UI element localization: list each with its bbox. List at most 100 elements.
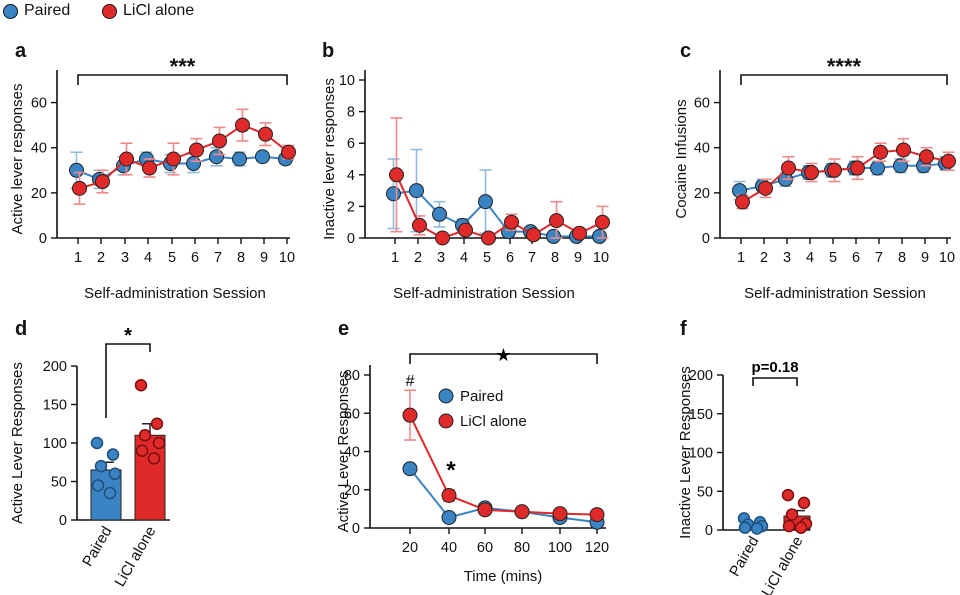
data-point-licl <box>781 160 796 176</box>
data-point-paired <box>546 228 561 244</box>
panel-label: c <box>680 40 691 62</box>
annotation-star: * <box>446 457 456 484</box>
panel-a: a 0 20 40 60 1 2 3 4 5 6 7 8 9 10 Active lever response… <box>9 40 296 302</box>
legend-swatch-paired <box>438 388 454 404</box>
data-point-paired <box>94 459 108 473</box>
y-tick-label: 80 <box>344 368 360 384</box>
y-tick-label: 4 <box>347 168 355 184</box>
data-point-licl <box>785 508 799 521</box>
x-tick-label: 6 <box>506 250 514 266</box>
x-tick-label: 9 <box>260 250 268 266</box>
y-tick-label: 40 <box>694 141 710 157</box>
data-point-licl <box>166 151 181 167</box>
x-tick-label: 3 <box>783 250 791 266</box>
panel-label: a <box>15 40 27 62</box>
y-tick-label: 0 <box>39 231 47 247</box>
data-point-paired <box>893 158 908 174</box>
y-tick-label: 100 <box>43 436 67 452</box>
x-tick-label: 2 <box>97 250 105 266</box>
x-tick-label: 6 <box>852 250 860 266</box>
data-point-licl <box>735 194 750 210</box>
y-tick-label: 0 <box>352 521 360 537</box>
y-tick-label: 40 <box>344 445 360 461</box>
y-axis-label: Active Lever Responses <box>9 362 26 524</box>
y-tick-label: 20 <box>31 186 47 202</box>
panel-label: f <box>680 318 687 340</box>
significance-bracket <box>409 353 598 364</box>
x-axis-label: Time (mins) <box>464 568 543 585</box>
data-point-licl <box>552 506 568 522</box>
data-point-licl <box>572 225 587 241</box>
series-line-licl <box>79 124 290 190</box>
data-point-licl <box>138 429 152 442</box>
data-point-licl <box>189 142 204 158</box>
data-point-licl <box>481 230 496 246</box>
x-axis-label: Self-administration Session <box>393 285 575 302</box>
y-tick-label: 20 <box>694 186 710 202</box>
data-point-licl <box>526 227 541 243</box>
panel-d: d 0 50 100 150 200 Active Lever Responses Paire… <box>9 318 170 590</box>
x-tick-label: 5 <box>168 250 176 266</box>
y-tick-label: 6 <box>347 136 355 152</box>
data-point-paired <box>90 436 104 450</box>
x-tick-label: 9 <box>921 250 929 266</box>
y-tick-label: 40 <box>31 141 47 157</box>
data-point-licl <box>281 144 296 160</box>
x-tick-label: 4 <box>460 250 468 266</box>
data-point-licl <box>504 214 519 230</box>
data-point-licl <box>72 180 87 196</box>
data-point-licl <box>150 417 164 430</box>
series-line-paired <box>393 189 600 238</box>
significance-label: p=0.18 <box>751 359 798 376</box>
data-point-licl <box>758 180 773 196</box>
x-tick-label: 60 <box>477 540 493 556</box>
x-tick-label: 10 <box>939 250 955 266</box>
x-category-label: Paired <box>726 534 762 580</box>
y-tick-label: 0 <box>59 513 67 529</box>
data-point-licl <box>402 407 418 423</box>
data-point-licl <box>549 213 564 229</box>
y-tick-label: 0 <box>705 523 713 539</box>
data-point-licl <box>919 149 934 165</box>
data-point-licl <box>95 174 110 190</box>
x-tick-label: 100 <box>548 540 572 556</box>
data-point-paired <box>402 461 418 477</box>
series-line-licl <box>741 148 949 203</box>
data-point-licl <box>477 502 493 518</box>
y-tick-label: 0 <box>702 231 710 247</box>
data-point-paired <box>432 206 447 222</box>
data-point-paired <box>232 151 247 167</box>
legend-swatch-licl <box>102 4 117 19</box>
data-point-licl <box>941 153 956 169</box>
data-point-licl <box>514 504 530 520</box>
x-tick-label: 5 <box>829 250 837 266</box>
x-tick-label: 5 <box>483 250 491 266</box>
x-category-label: LiCl alone <box>758 534 806 595</box>
panel-label: b <box>322 40 334 62</box>
data-point-paired <box>870 160 885 176</box>
series-line-licl <box>409 414 598 516</box>
data-point-paired <box>103 486 117 500</box>
data-point-licl <box>804 165 819 181</box>
x-tick-label: 3 <box>121 250 129 266</box>
data-point-licl <box>142 160 157 176</box>
y-axis-label: Inactive Lever Responses <box>677 366 694 539</box>
y-tick-label: 8 <box>347 105 355 121</box>
data-point-licl <box>212 133 227 149</box>
legend-swatch-paired <box>3 4 18 19</box>
x-tick-label: 1 <box>391 250 399 266</box>
y-axis-label: Active lever responses <box>9 84 26 235</box>
data-point-licl <box>827 162 842 178</box>
x-tick-label: 1 <box>737 250 745 266</box>
annotation-hash: # <box>406 373 415 390</box>
data-point-paired <box>186 156 201 172</box>
data-point-licl <box>794 521 808 534</box>
data-point-licl <box>135 444 149 457</box>
significance-label: ★ <box>495 345 511 365</box>
data-point-licl <box>435 230 450 246</box>
legend-label-paired: Paired <box>460 388 503 405</box>
significance-bracket <box>77 74 288 85</box>
data-point-licl <box>441 487 457 503</box>
data-point-paired <box>592 228 607 244</box>
significance-label: * <box>124 325 132 347</box>
